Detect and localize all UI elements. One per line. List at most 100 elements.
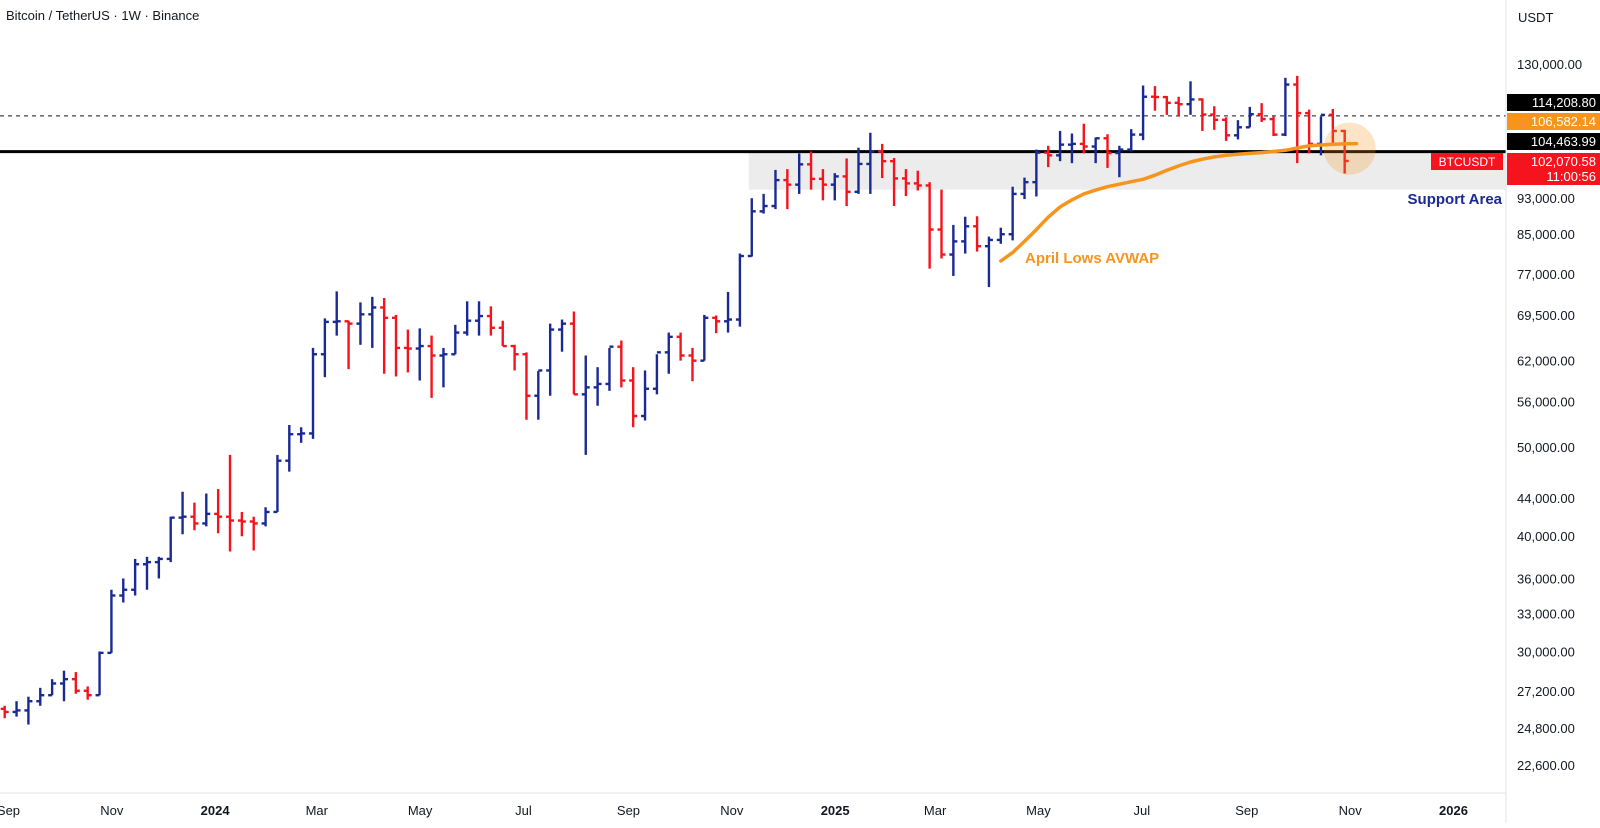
ohlc-bar[interactable] — [747, 198, 756, 258]
ohlc-bar[interactable] — [546, 323, 555, 396]
ohlc-bar[interactable] — [735, 253, 744, 327]
ohlc-bar[interactable] — [451, 324, 460, 356]
ohlc-bar[interactable] — [368, 296, 377, 348]
ohlc-bar[interactable] — [1340, 129, 1349, 174]
ohlc-bar[interactable] — [190, 502, 199, 531]
ohlc-bar[interactable] — [202, 493, 211, 527]
ohlc-bar[interactable] — [415, 328, 424, 381]
ohlc-bar[interactable] — [1245, 106, 1254, 129]
ohlc-bar[interactable] — [1067, 133, 1076, 164]
ohlc-bar[interactable] — [498, 320, 507, 348]
ohlc-bar[interactable] — [1222, 117, 1231, 141]
ohlc-bar[interactable] — [783, 169, 792, 210]
ohlc-bar[interactable] — [486, 306, 495, 336]
ohlc-bar[interactable] — [142, 556, 151, 590]
ohlc-bar[interactable] — [214, 489, 223, 534]
ohlc-bar[interactable] — [439, 347, 448, 388]
time-axis[interactable]: Sep Nov 2024 Mar May Jul Sep Nov 2025 Mar May Jul Se… — [0, 803, 1468, 818]
ohlc-bar[interactable] — [36, 687, 45, 706]
ohlc-bar[interactable] — [332, 291, 341, 336]
ohlc-bar[interactable] — [949, 224, 958, 276]
ohlc-bar[interactable] — [261, 507, 270, 527]
ohlc-bar[interactable] — [83, 686, 92, 700]
ohlc-bar[interactable] — [534, 369, 543, 420]
price-tag[interactable] — [1507, 133, 1600, 150]
ohlc-bar[interactable] — [131, 558, 140, 596]
ohlc-bar[interactable] — [688, 347, 697, 382]
ohlc-bar[interactable] — [1139, 85, 1148, 141]
ohlc-bar[interactable] — [996, 227, 1005, 244]
ohlc-bar[interactable] — [510, 344, 519, 371]
ohlc-bar[interactable] — [1056, 130, 1065, 162]
ohlc-bar[interactable] — [759, 193, 768, 214]
ohlc-bar[interactable] — [154, 556, 163, 579]
ohlc-bar[interactable] — [1198, 98, 1207, 131]
ohlc-bar[interactable] — [0, 705, 9, 719]
ohlc-bar[interactable] — [984, 236, 993, 288]
ohlc-bar[interactable] — [12, 701, 21, 717]
ohlc-bar[interactable] — [961, 216, 970, 254]
ohlc-bar[interactable] — [664, 332, 673, 374]
ohlc-bar[interactable] — [320, 318, 329, 378]
ohlc-bar[interactable] — [273, 454, 282, 514]
ohlc-bar[interactable] — [558, 319, 567, 352]
ohlc-bar[interactable] — [842, 158, 851, 207]
ohlc-bar[interactable] — [1115, 145, 1124, 178]
ohlc-bar[interactable] — [629, 367, 638, 428]
ohlc-bar[interactable] — [641, 370, 650, 421]
ohlc-bar[interactable] — [913, 170, 922, 191]
ohlc-bar[interactable] — [700, 314, 709, 362]
ohlc-bar[interactable] — [1150, 86, 1159, 111]
ohlc-bar[interactable] — [937, 189, 946, 259]
ohlc-bar[interactable] — [403, 329, 412, 373]
ohlc-bar[interactable] — [1174, 96, 1183, 117]
ohlc-bar[interactable] — [890, 158, 899, 207]
ohlc-bar[interactable] — [344, 320, 353, 370]
symbol-tag[interactable] — [1431, 153, 1503, 170]
ohlc-bar[interactable] — [854, 147, 863, 194]
ohlc-bar[interactable] — [1186, 81, 1195, 115]
ohlc-bar[interactable] — [830, 173, 839, 201]
ohlc-bar[interactable] — [807, 151, 816, 190]
ohlc-bar[interactable] — [1008, 186, 1017, 241]
ohlc-bar[interactable] — [1127, 129, 1136, 152]
ohlc-bar[interactable] — [1257, 103, 1266, 122]
ohlc-bar[interactable] — [878, 143, 887, 179]
ohlc-bar[interactable] — [1103, 134, 1112, 168]
ohlc-bar[interactable] — [24, 696, 33, 725]
ohlc-bar[interactable] — [297, 427, 306, 443]
ohlc-bar[interactable] — [1079, 123, 1088, 154]
ohlc-bar[interactable] — [795, 153, 804, 194]
ohlc-bar[interactable] — [901, 169, 910, 197]
ohlc-bar[interactable] — [463, 301, 472, 336]
ohlc-bar[interactable] — [925, 182, 934, 269]
ohlc-bar[interactable] — [1020, 177, 1029, 200]
ohlc-bar[interactable] — [605, 345, 614, 391]
ohlc-bar[interactable] — [712, 315, 721, 334]
ohlc-bar[interactable] — [581, 355, 590, 455]
ohlc-bar[interactable] — [95, 651, 104, 697]
ohlc-bar[interactable] — [676, 332, 685, 361]
ohlc-bar[interactable] — [593, 367, 602, 406]
ohlc-bar[interactable] — [1210, 106, 1219, 130]
ohlc-bar[interactable] — [1281, 77, 1290, 137]
ohlc-bar[interactable] — [1044, 145, 1053, 168]
price-axis[interactable]: 130,000.00 93,000.00 85,000.00 77,000.00 69,… — [1517, 57, 1582, 773]
ohlc-bar[interactable] — [48, 679, 57, 697]
ohlc-bar[interactable] — [119, 578, 128, 603]
ohlc-bar[interactable] — [569, 311, 578, 396]
ohlc-bar[interactable] — [973, 216, 982, 252]
price-tag[interactable] — [1507, 153, 1600, 185]
ohlc-bar[interactable] — [285, 425, 294, 472]
ohlc-bar[interactable] — [226, 454, 235, 552]
ohlc-bar[interactable] — [1233, 120, 1242, 140]
ohlc-bar[interactable] — [1269, 116, 1278, 137]
ohlc-bar[interactable] — [652, 351, 661, 395]
currency-label[interactable]: USDT — [1518, 10, 1553, 25]
ohlc-bar[interactable] — [237, 511, 246, 537]
price-tag[interactable] — [1507, 113, 1600, 130]
ohlc-bar[interactable] — [522, 352, 531, 420]
ohlc-bar[interactable] — [427, 335, 436, 398]
